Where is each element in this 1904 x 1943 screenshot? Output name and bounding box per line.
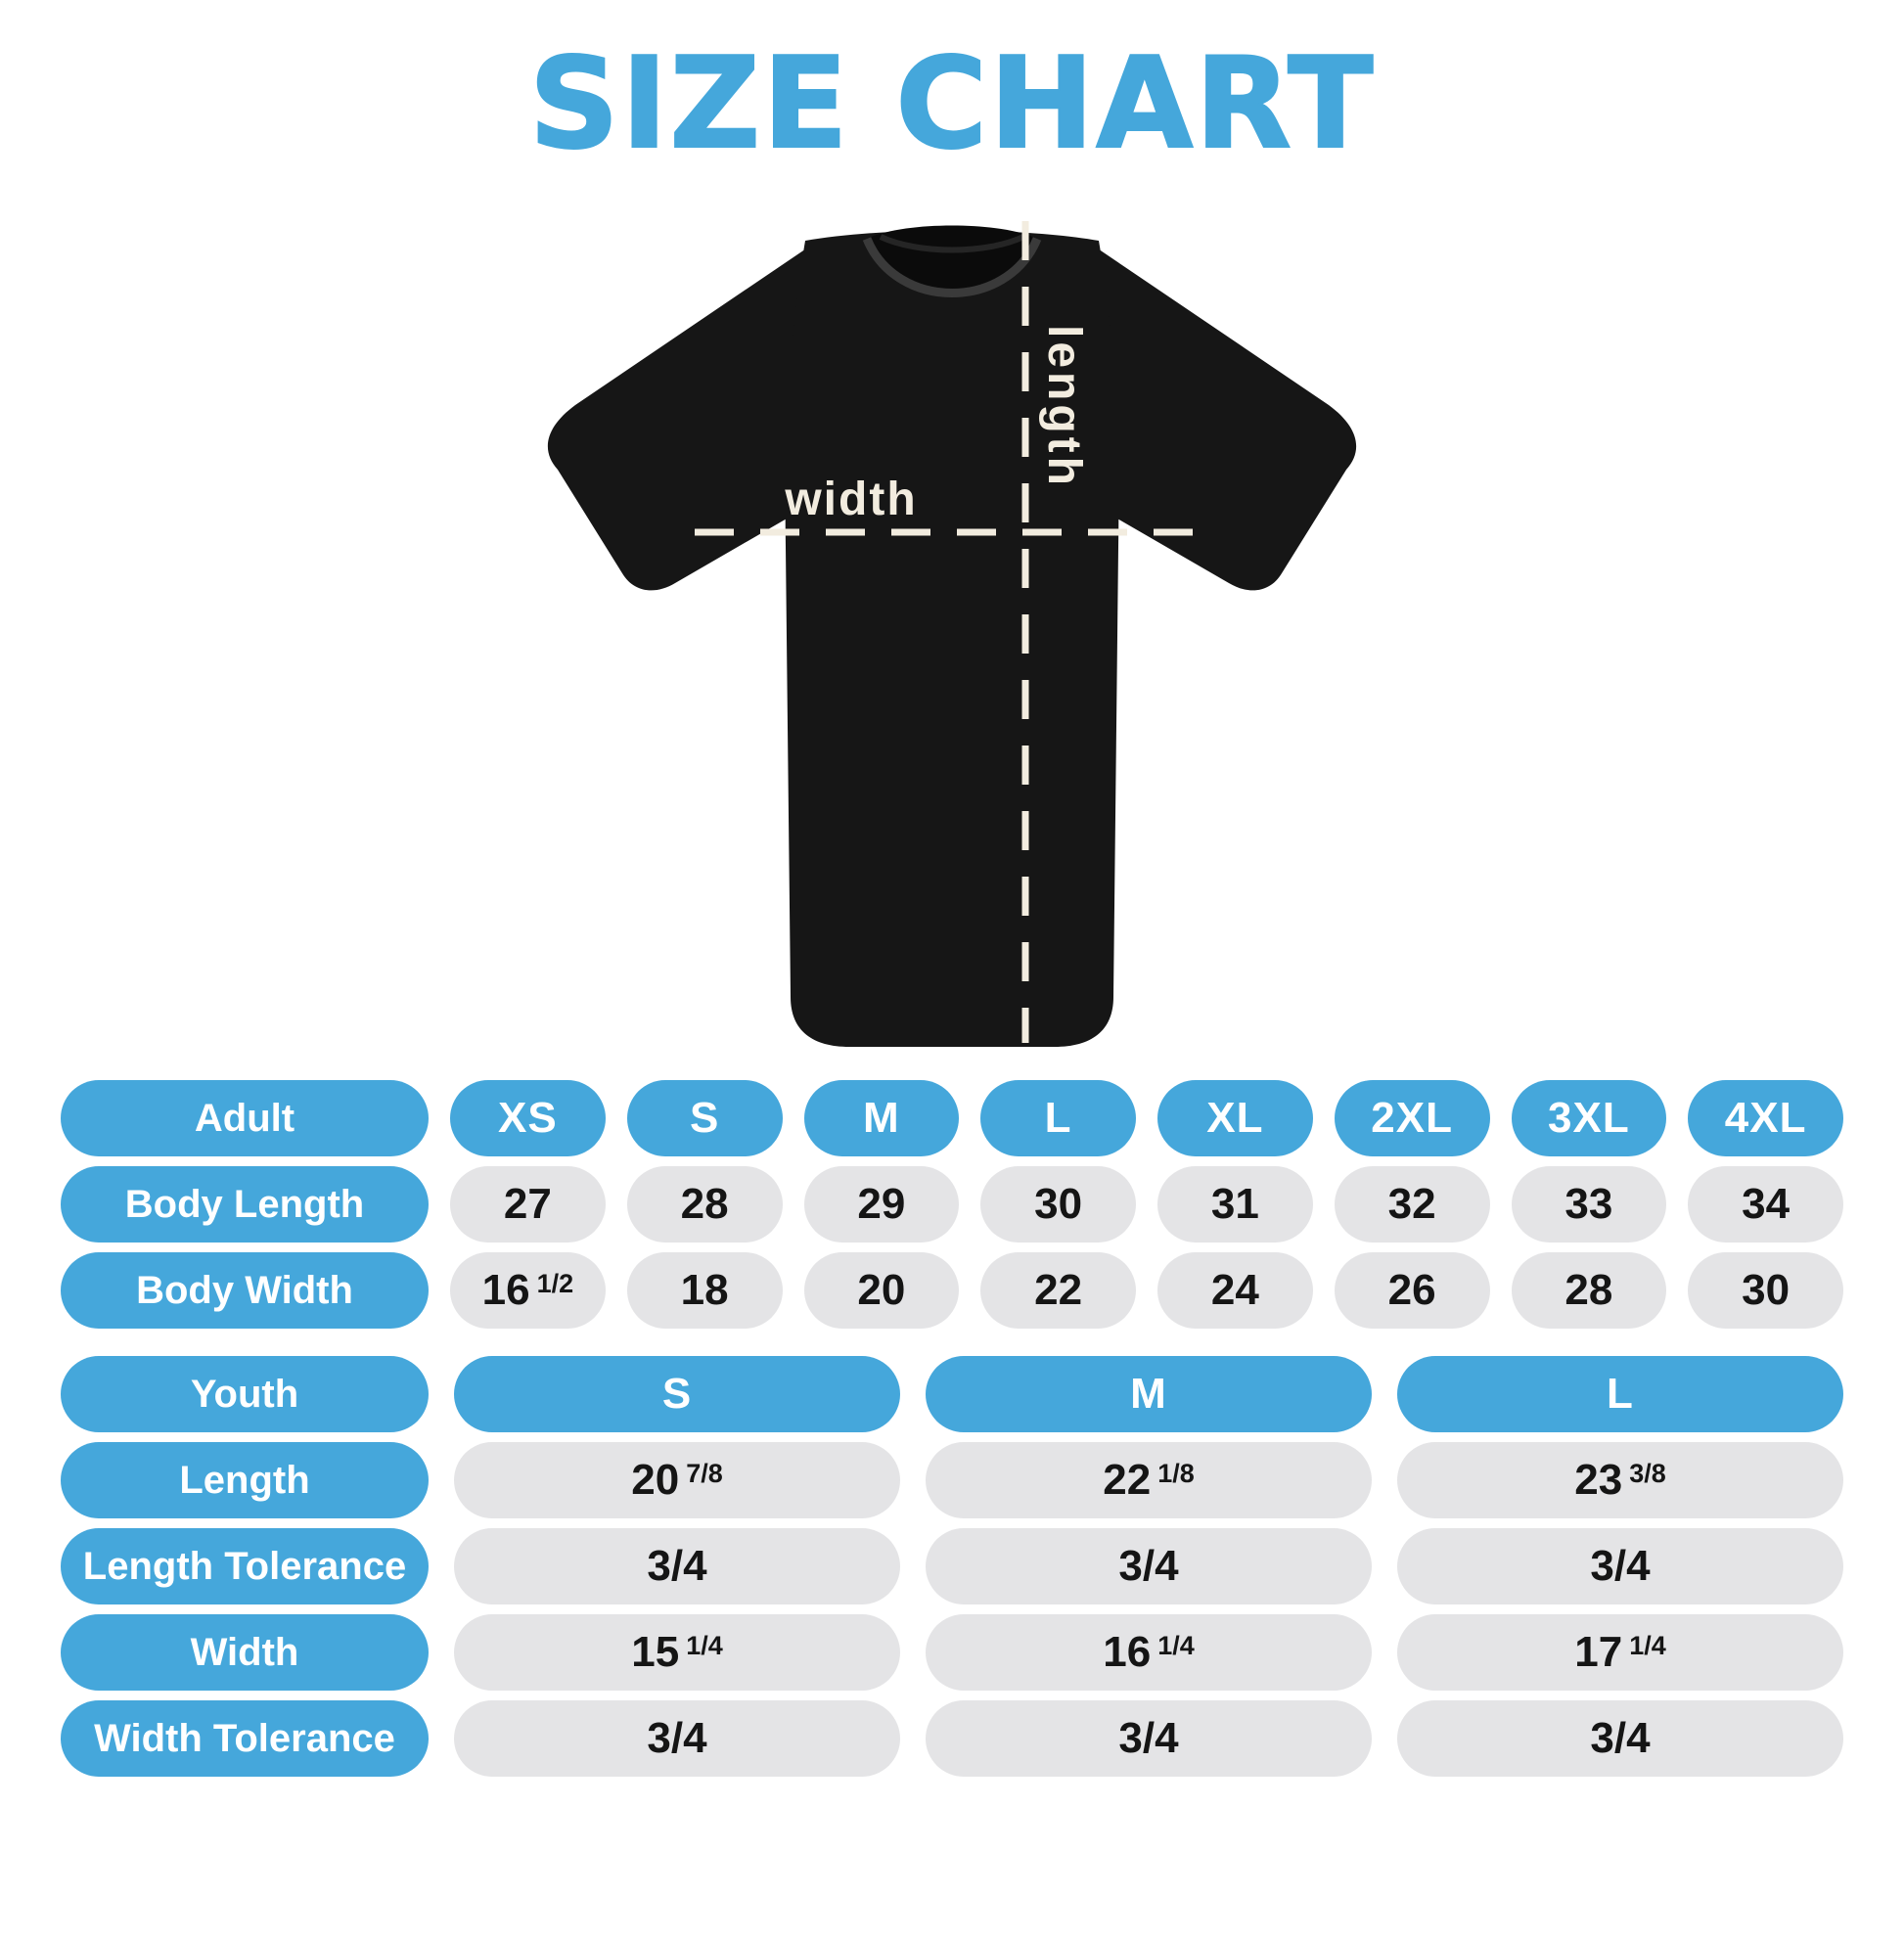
body-length-cell: 29 xyxy=(803,1166,960,1243)
length-label: length xyxy=(1038,325,1090,489)
tshirt-body xyxy=(785,230,1119,1048)
row-label-width: Width xyxy=(61,1614,429,1692)
youth-length-tolerance-cell: 3/4 xyxy=(926,1528,1372,1605)
youth-length-cell: 23 3/8 xyxy=(1397,1442,1843,1519)
page-title: SIZE CHART xyxy=(528,31,1376,177)
adult-size-header-xl: XL xyxy=(1157,1080,1313,1157)
row-label-length: Length xyxy=(61,1442,429,1519)
youth-width-tolerance-cell: 3/4 xyxy=(1397,1700,1843,1778)
width-label: width xyxy=(784,474,917,525)
youth-length-tolerance-cell: 3/4 xyxy=(454,1528,900,1605)
youth-width-tolerance-cell: 3/4 xyxy=(926,1700,1372,1778)
adult-size-header-3xl: 3XL xyxy=(1511,1080,1667,1157)
adult-size-table: Adult XS S M L XL 2XL 3XL 4XL Body Lengt… xyxy=(61,1080,1843,1330)
body-width-cell: 30 xyxy=(1688,1252,1843,1330)
body-width-cell: 28 xyxy=(1511,1252,1667,1330)
body-width-cell: 20 xyxy=(803,1252,960,1330)
adult-size-header-l: L xyxy=(980,1080,1136,1157)
body-width-cell: 24 xyxy=(1157,1252,1313,1330)
body-length-cell: 27 xyxy=(450,1166,606,1243)
tshirt-back-collar-seam xyxy=(879,234,1025,253)
youth-width-tolerance-cell: 3/4 xyxy=(454,1700,900,1778)
adult-size-header-s: S xyxy=(626,1080,783,1157)
body-length-cell: 30 xyxy=(980,1166,1136,1243)
youth-length-cell: 20 7/8 xyxy=(454,1442,900,1519)
youth-size-header-s: S xyxy=(454,1356,900,1433)
tshirt-measurement-diagram: width length xyxy=(507,209,1397,1062)
adult-size-header-4xl: 4XL xyxy=(1688,1080,1843,1157)
body-width-cell: 26 xyxy=(1334,1252,1490,1330)
size-tables: Adult XS S M L XL 2XL 3XL 4XL Body Lengt… xyxy=(0,1080,1904,1778)
tshirt-graphic: width length xyxy=(547,221,1357,1048)
tshirt-collar-band xyxy=(862,237,1042,298)
row-label-body-length: Body Length xyxy=(61,1166,429,1243)
youth-header-pill: Youth xyxy=(61,1356,429,1433)
adult-size-header-2xl: 2XL xyxy=(1334,1080,1490,1157)
youth-size-table: Youth S M L Length 20 7/8 22 1/8 23 3/8 Len… xyxy=(61,1356,1843,1778)
body-length-cell: 34 xyxy=(1688,1166,1843,1243)
youth-length-tolerance-cell: 3/4 xyxy=(1397,1528,1843,1605)
row-label-width-tolerance: Width Tolerance xyxy=(61,1700,429,1778)
body-width-cell: 22 xyxy=(980,1252,1136,1330)
youth-width-cell: 17 1/4 xyxy=(1397,1614,1843,1692)
row-label-body-width: Body Width xyxy=(61,1252,429,1330)
tshirt-neck-opening xyxy=(867,225,1037,294)
body-length-cell: 28 xyxy=(626,1166,783,1243)
youth-width-cell: 16 1/4 xyxy=(926,1614,1372,1692)
adult-header-pill: Adult xyxy=(61,1080,429,1157)
row-label-length-tolerance: Length Tolerance xyxy=(61,1528,429,1605)
body-length-cell: 32 xyxy=(1334,1166,1490,1243)
youth-length-cell: 22 1/8 xyxy=(926,1442,1372,1519)
youth-width-cell: 15 1/4 xyxy=(454,1614,900,1692)
youth-size-header-m: M xyxy=(926,1356,1372,1433)
tshirt-left-sleeve xyxy=(547,243,815,591)
body-width-cell: 18 xyxy=(626,1252,783,1330)
body-length-cell: 33 xyxy=(1511,1166,1667,1243)
adult-size-header-xs: XS xyxy=(450,1080,606,1157)
tshirt-right-sleeve xyxy=(1089,243,1357,591)
body-width-cell: 16 1/2 xyxy=(450,1252,606,1330)
adult-size-header-m: M xyxy=(803,1080,960,1157)
youth-size-header-l: L xyxy=(1397,1356,1843,1433)
body-length-cell: 31 xyxy=(1157,1166,1313,1243)
